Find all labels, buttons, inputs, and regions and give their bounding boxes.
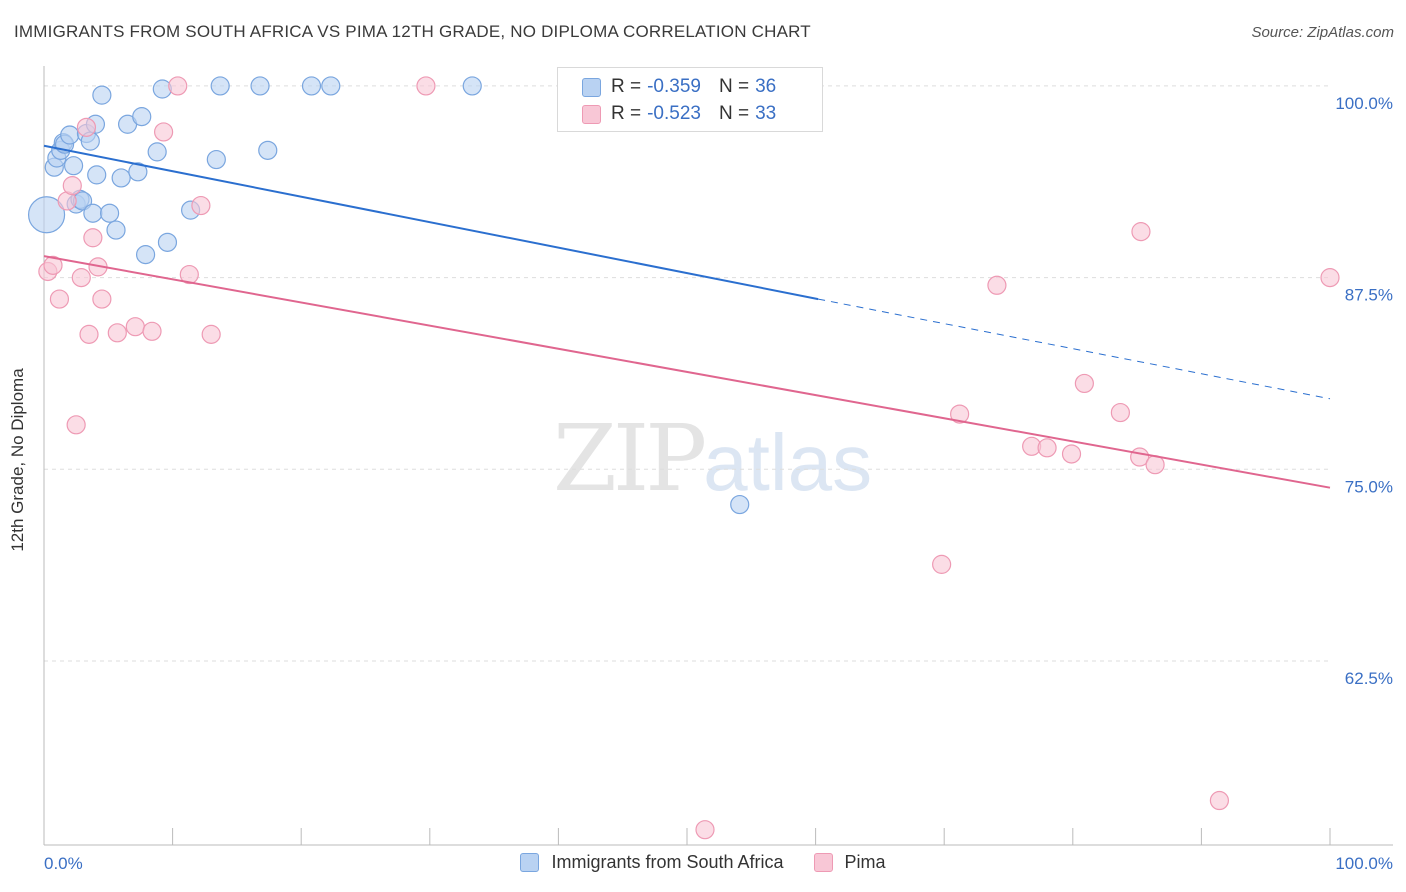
point-south-africa: [152, 79, 172, 99]
point-pima: [76, 117, 97, 137]
point-pima: [125, 317, 145, 337]
point-pima: [695, 820, 715, 840]
point-south-africa: [132, 107, 152, 127]
point-pima: [1037, 438, 1057, 458]
point-pima: [201, 324, 221, 344]
point-pima: [62, 176, 82, 196]
point-pima: [71, 268, 91, 288]
legend-n-label: N =: [718, 76, 750, 97]
point-south-africa: [147, 142, 167, 162]
legend-swatch-blue: [582, 77, 601, 97]
y-tick-label: 100.0%: [1335, 94, 1393, 113]
point-pima: [92, 289, 112, 309]
y-tick-label: 75.0%: [1345, 477, 1393, 496]
point-pima: [950, 404, 970, 424]
point-pima: [49, 289, 70, 309]
point-south-africa: [210, 76, 230, 96]
point-pima: [153, 122, 174, 142]
trend-line-dashed-south-africa: [818, 298, 1331, 400]
watermark: ZIPatlas: [553, 405, 872, 512]
legend-swatch-pink: [582, 104, 601, 124]
point-south-africa: [250, 76, 270, 96]
point-south-africa: [60, 125, 80, 145]
point-south-africa: [206, 149, 226, 170]
legend-item-pima: Pima: [813, 852, 886, 873]
trend-line-south-africa: [43, 144, 819, 301]
legend-row-pima: R = -0.523 N = 33: [582, 102, 776, 126]
x-tick-label: 100.0%: [1335, 854, 1393, 873]
point-pima: [66, 415, 86, 435]
legend-r-value: -0.359: [647, 76, 701, 97]
point-pima: [1110, 402, 1130, 423]
point-south-africa: [301, 76, 322, 96]
point-south-africa: [128, 162, 148, 182]
legend-item-south-africa: Immigrants from South Africa: [520, 852, 784, 873]
legend-swatch-pink: [813, 853, 833, 872]
point-pima: [79, 324, 99, 344]
legend-label: Immigrants from South Africa: [551, 852, 784, 872]
point-pima: [1061, 444, 1082, 464]
point-pima: [1074, 373, 1094, 394]
point-pima: [416, 76, 436, 96]
point-south-africa: [87, 165, 107, 185]
watermark-zip: ZIP: [553, 405, 707, 512]
point-south-africa: [321, 76, 341, 96]
point-south-africa: [462, 76, 482, 96]
point-south-africa: [106, 220, 126, 240]
legend-label: Pima: [844, 852, 886, 872]
point-south-africa: [99, 203, 120, 223]
point-south-africa: [83, 203, 103, 223]
legend-n-value: 36: [755, 76, 777, 97]
y-tick-label: 62.5%: [1345, 669, 1393, 688]
legend-n-value: 33: [755, 103, 777, 124]
point-pima: [43, 255, 63, 275]
x-tick-label: 0.0%: [44, 854, 83, 873]
y-tick-label: 87.5%: [1345, 286, 1393, 305]
legend-r-label: R =: [611, 103, 642, 124]
point-pima: [987, 275, 1007, 295]
chart-title: IMMIGRANTS FROM SOUTH AFRICA VS PIMA 12T…: [14, 22, 811, 41]
point-south-africa: [258, 140, 278, 160]
point-pima: [168, 76, 188, 96]
source-credit: Source: ZipAtlas.com: [1251, 24, 1394, 41]
point-pima: [1209, 790, 1230, 811]
point-south-africa: [157, 232, 178, 252]
point-pima: [1145, 455, 1165, 475]
point-south-africa: [730, 494, 750, 515]
trend-line-pima: [43, 255, 1331, 489]
point-pima: [179, 264, 199, 285]
point-south-africa: [63, 156, 84, 176]
legend-row-south-africa: R = -0.359 N = 36: [582, 75, 776, 99]
watermark-atlas: atlas: [703, 418, 873, 507]
point-pima: [191, 195, 211, 216]
legend-r-label: R =: [611, 76, 642, 97]
point-pima: [107, 323, 127, 343]
point-south-africa: [27, 196, 66, 234]
legend-r-value: -0.523: [647, 103, 701, 124]
point-pima: [1131, 222, 1151, 242]
point-pima: [142, 321, 162, 341]
point-pima: [83, 228, 103, 248]
point-pima: [1320, 268, 1340, 288]
point-south-africa: [135, 245, 156, 265]
series-legend: Immigrants from South Africa Pima: [0, 852, 1406, 873]
point-south-africa: [92, 85, 112, 105]
point-south-africa: [111, 168, 131, 188]
legend-n-label: N =: [718, 103, 750, 124]
correlation-legend: R = -0.359 N = 36 R = -0.523 N = 33: [557, 67, 823, 132]
point-pima: [932, 554, 952, 574]
legend-swatch-blue: [520, 853, 540, 872]
